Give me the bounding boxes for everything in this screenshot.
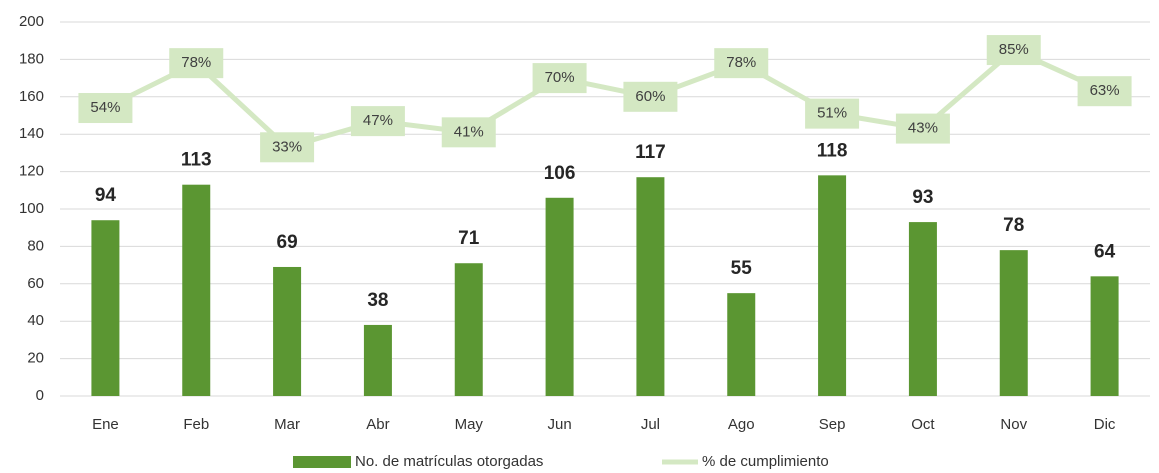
value-label: 33% xyxy=(272,138,302,155)
y-tick-label: 100 xyxy=(19,200,44,217)
value-label: 94 xyxy=(95,185,117,206)
value-label: 43% xyxy=(908,120,938,137)
bar xyxy=(999,250,1028,396)
bar xyxy=(91,220,120,396)
bar xyxy=(727,293,756,396)
bar xyxy=(363,324,392,396)
bar xyxy=(182,184,211,396)
label-box xyxy=(986,35,1041,66)
line xyxy=(104,47,1106,151)
x-tick-label: Nov xyxy=(1000,416,1027,433)
x-tick-label: Ago xyxy=(728,416,755,433)
x-tick-label: Ene xyxy=(92,416,119,433)
bar xyxy=(545,197,574,396)
x-tick-label: May xyxy=(455,416,484,433)
value-label: 70% xyxy=(545,69,575,86)
value-label: 69 xyxy=(277,232,298,253)
bar xyxy=(454,263,483,396)
label-box xyxy=(169,48,224,79)
value-label: 51% xyxy=(817,105,847,122)
y-tick-label: 60 xyxy=(27,275,44,292)
x-tick-label: Oct xyxy=(911,416,935,433)
value-label: 64 xyxy=(1094,241,1116,262)
value-label: 85% xyxy=(999,41,1029,58)
value-label: 55 xyxy=(731,258,753,279)
y-tick-label: 200 xyxy=(19,13,44,30)
value-label: 78% xyxy=(726,54,756,71)
value-label: 38 xyxy=(367,290,388,311)
label-box xyxy=(895,113,950,144)
label-box xyxy=(623,81,678,112)
x-tick-label: Jun xyxy=(547,416,571,433)
y-tick-label: 180 xyxy=(19,50,44,67)
bar xyxy=(1090,276,1119,396)
y-tick-label: 80 xyxy=(27,237,44,254)
value-label: 60% xyxy=(635,88,665,105)
y-tick-label: 40 xyxy=(27,312,44,329)
value-label: 78% xyxy=(181,54,211,71)
x-tick-label: Jul xyxy=(641,416,660,433)
value-label: 106 xyxy=(544,163,576,184)
y-tick-label: 0 xyxy=(36,387,44,404)
label-box xyxy=(260,132,315,163)
value-label: 78 xyxy=(1003,215,1024,236)
bar xyxy=(908,222,937,396)
value-label: 71 xyxy=(458,228,480,249)
bar xyxy=(636,177,665,396)
legend-label: % de cumplimiento xyxy=(702,453,829,470)
label-box xyxy=(532,63,587,94)
y-tick-label: 160 xyxy=(19,88,44,105)
value-label: 41% xyxy=(454,123,484,140)
x-tick-label: Mar xyxy=(274,416,300,433)
x-tick-label: Dic xyxy=(1094,416,1116,433)
y-tick-label: 20 xyxy=(27,350,44,367)
label-box xyxy=(714,48,769,79)
label-box xyxy=(78,93,133,124)
y-tick-label: 140 xyxy=(19,125,44,142)
value-label: 118 xyxy=(817,140,848,161)
bar xyxy=(273,266,302,396)
x-tick-label: Sep xyxy=(819,416,846,433)
value-label: 117 xyxy=(635,142,666,163)
x-tick-label: Feb xyxy=(183,416,209,433)
value-label: 113 xyxy=(181,150,212,171)
value-label: 54% xyxy=(90,99,120,116)
legend-label: No. de matrículas otorgadas xyxy=(355,453,543,470)
value-label: 63% xyxy=(1090,82,1120,99)
y-tick-label: 120 xyxy=(19,163,44,180)
label-box xyxy=(441,117,496,148)
legend-swatch xyxy=(293,456,351,468)
label-box xyxy=(350,106,405,137)
x-tick-label: Abr xyxy=(366,416,389,433)
bar xyxy=(818,175,847,396)
label-box xyxy=(805,98,860,129)
value-label: 47% xyxy=(363,112,393,129)
value-label: 93 xyxy=(912,187,933,208)
label-box xyxy=(1077,76,1132,107)
